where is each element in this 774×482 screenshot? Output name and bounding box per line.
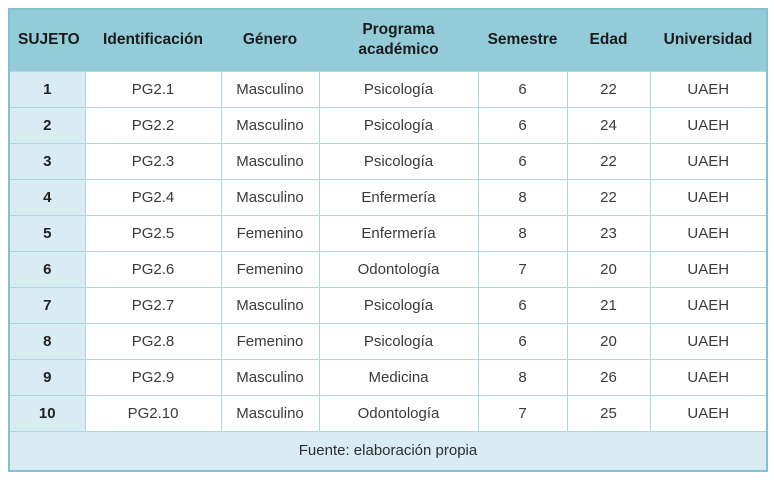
cell-edad: 20 — [566, 250, 651, 288]
cell-universidad: UAEH — [649, 106, 767, 144]
cell-sujeto: 10 — [9, 394, 86, 432]
cell-semestre: 6 — [477, 142, 568, 180]
cell-sujeto: 3 — [9, 142, 86, 180]
cell-semestre: 6 — [477, 70, 568, 108]
cell-edad: 22 — [566, 142, 651, 180]
table-row: 7 PG2.7 Masculino Psicología 6 21 UAEH — [9, 286, 767, 324]
subjects-table: SUJETO Identificación Género Programa ac… — [8, 8, 768, 472]
col-header-universidad: Universidad — [650, 9, 767, 71]
cell-semestre: 8 — [477, 358, 568, 396]
cell-semestre: 6 — [477, 106, 568, 144]
cell-edad: 20 — [566, 322, 651, 360]
cell-identificacion: PG2.3 — [84, 142, 222, 180]
col-header-programa: Programa académico — [319, 9, 478, 71]
cell-programa: Enfermería — [318, 178, 479, 216]
cell-genero: Masculino — [220, 178, 320, 216]
cell-sujeto: 9 — [9, 358, 86, 396]
cell-universidad: UAEH — [649, 358, 767, 396]
cell-programa: Psicología — [318, 70, 479, 108]
cell-identificacion: PG2.6 — [84, 250, 222, 288]
cell-universidad: UAEH — [649, 70, 767, 108]
cell-genero: Femenino — [220, 250, 320, 288]
cell-edad: 23 — [566, 214, 651, 252]
cell-genero: Femenino — [220, 214, 320, 252]
cell-semestre: 7 — [477, 250, 568, 288]
cell-programa: Psicología — [318, 142, 479, 180]
table-row: 1 PG2.1 Masculino Psicología 6 22 UAEH — [9, 70, 767, 108]
cell-programa: Medicina — [318, 358, 479, 396]
table-body: 1 PG2.1 Masculino Psicología 6 22 UAEH 2… — [9, 70, 767, 432]
cell-identificacion: PG2.2 — [84, 106, 222, 144]
cell-universidad: UAEH — [649, 250, 767, 288]
col-header-genero: Género — [221, 9, 319, 71]
cell-genero: Masculino — [220, 394, 320, 432]
cell-edad: 21 — [566, 286, 651, 324]
cell-genero: Masculino — [220, 286, 320, 324]
cell-genero: Femenino — [220, 322, 320, 360]
table-row: 6 PG2.6 Femenino Odontología 7 20 UAEH — [9, 250, 767, 288]
cell-sujeto: 1 — [9, 70, 86, 108]
cell-sujeto: 4 — [9, 178, 86, 216]
cell-sujeto: 6 — [9, 250, 86, 288]
cell-edad: 25 — [566, 394, 651, 432]
cell-identificacion: PG2.5 — [84, 214, 222, 252]
cell-genero: Masculino — [220, 106, 320, 144]
cell-semestre: 7 — [477, 394, 568, 432]
col-header-sujeto: SUJETO — [9, 9, 85, 71]
cell-programa: Psicología — [318, 106, 479, 144]
cell-programa: Enfermería — [318, 214, 479, 252]
cell-universidad: UAEH — [649, 214, 767, 252]
cell-identificacion: PG2.10 — [84, 394, 222, 432]
cell-programa: Psicología — [318, 322, 479, 360]
cell-universidad: UAEH — [649, 286, 767, 324]
table-row: 10 PG2.10 Masculino Odontología 7 25 UAE… — [9, 394, 767, 432]
table-row: 3 PG2.3 Masculino Psicología 6 22 UAEH — [9, 142, 767, 180]
cell-semestre: 6 — [477, 286, 568, 324]
cell-edad: 22 — [566, 70, 651, 108]
cell-genero: Masculino — [220, 142, 320, 180]
header-row: SUJETO Identificación Género Programa ac… — [9, 9, 767, 71]
cell-universidad: UAEH — [649, 394, 767, 432]
table-row: 8 PG2.8 Femenino Psicología 6 20 UAEH — [9, 322, 767, 360]
table-row: 9 PG2.9 Masculino Medicina 8 26 UAEH — [9, 358, 767, 396]
cell-identificacion: PG2.1 — [84, 70, 222, 108]
footer-row: Fuente: elaboración propia — [9, 430, 767, 471]
cell-identificacion: PG2.8 — [84, 322, 222, 360]
cell-identificacion: PG2.7 — [84, 286, 222, 324]
cell-sujeto: 7 — [9, 286, 86, 324]
table-row: 5 PG2.5 Femenino Enfermería 8 23 UAEH — [9, 214, 767, 252]
cell-sujeto: 2 — [9, 106, 86, 144]
table-row: 2 PG2.2 Masculino Psicología 6 24 UAEH — [9, 106, 767, 144]
cell-identificacion: PG2.9 — [84, 358, 222, 396]
source-note: Fuente: elaboración propia — [9, 430, 767, 471]
cell-semestre: 8 — [477, 214, 568, 252]
cell-semestre: 8 — [477, 178, 568, 216]
subjects-table-container: SUJETO Identificación Género Programa ac… — [8, 8, 768, 472]
col-header-semestre: Semestre — [478, 9, 567, 71]
cell-programa: Odontología — [318, 394, 479, 432]
cell-semestre: 6 — [477, 322, 568, 360]
cell-universidad: UAEH — [649, 142, 767, 180]
cell-edad: 24 — [566, 106, 651, 144]
cell-universidad: UAEH — [649, 322, 767, 360]
cell-programa: Psicología — [318, 286, 479, 324]
cell-identificacion: PG2.4 — [84, 178, 222, 216]
cell-sujeto: 8 — [9, 322, 86, 360]
cell-universidad: UAEH — [649, 178, 767, 216]
cell-genero: Masculino — [220, 358, 320, 396]
col-header-edad: Edad — [567, 9, 650, 71]
table-row: 4 PG2.4 Masculino Enfermería 8 22 UAEH — [9, 178, 767, 216]
cell-sujeto: 5 — [9, 214, 86, 252]
col-header-identificacion: Identificación — [85, 9, 221, 71]
cell-edad: 26 — [566, 358, 651, 396]
cell-genero: Masculino — [220, 70, 320, 108]
cell-edad: 22 — [566, 178, 651, 216]
cell-programa: Odontología — [318, 250, 479, 288]
